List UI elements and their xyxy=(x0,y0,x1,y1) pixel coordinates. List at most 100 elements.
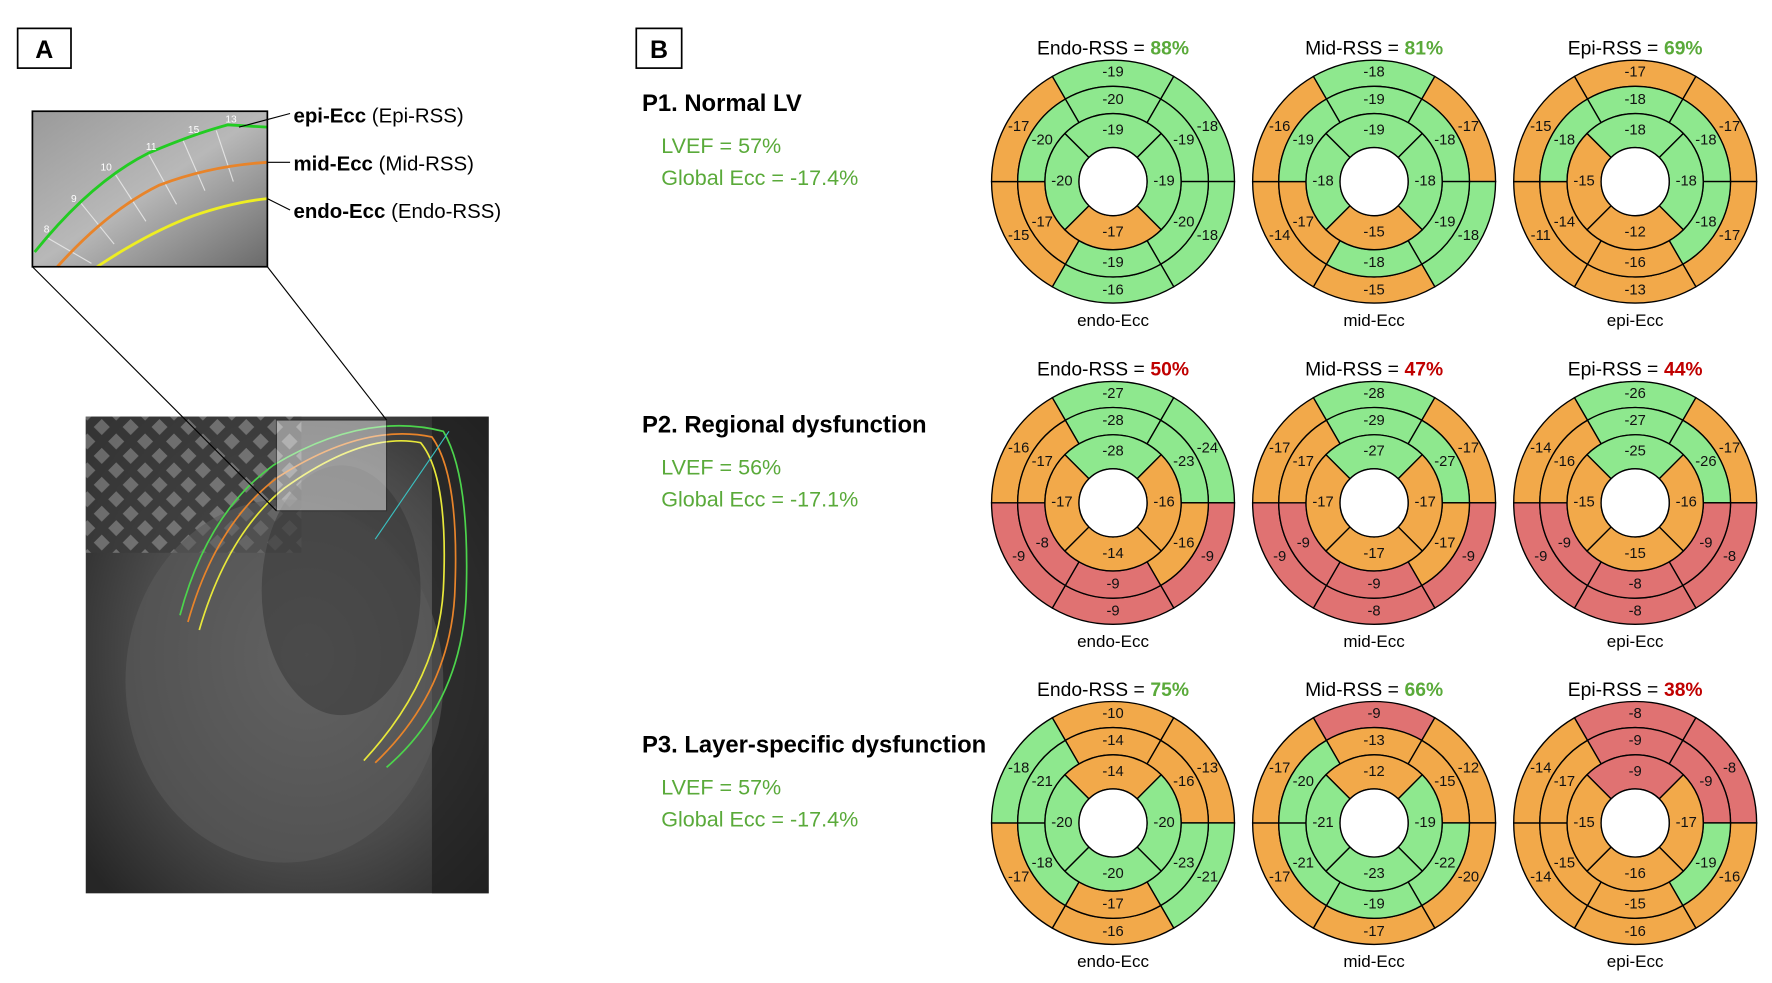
segment-value: -21 xyxy=(1197,869,1218,885)
segment-value: -17 xyxy=(1719,119,1740,135)
layer-rss: (Mid-RSS) xyxy=(379,153,474,175)
segment-value: -25 xyxy=(1625,444,1646,460)
segment-value: -20 xyxy=(1032,133,1053,149)
segment-value: -11 xyxy=(1531,228,1551,244)
zoom-tick: 10 xyxy=(101,162,113,173)
rss-label: Epi-RSS = xyxy=(1568,360,1659,381)
segment-value: -18 xyxy=(1434,133,1455,149)
rss-value: 44% xyxy=(1664,360,1703,381)
bullseye: -19-18-18-16-15-17-20-19-20-19-17-20-19-… xyxy=(990,59,1236,304)
segment-value: -16 xyxy=(1269,119,1290,135)
segment-value: -8 xyxy=(1629,576,1642,592)
bullseye: -9-12-20-17-17-17-13-15-22-19-21-20-12-1… xyxy=(1251,700,1497,946)
rss-value: 66% xyxy=(1405,680,1444,701)
segment-value: -18 xyxy=(1695,133,1716,149)
segment-value: -10 xyxy=(1102,706,1123,722)
plot-footer: mid-Ecc xyxy=(1343,952,1405,971)
segment-value: -18 xyxy=(1415,174,1436,190)
segment-value: -18 xyxy=(1032,856,1053,872)
segment-value: -17 xyxy=(1676,815,1697,831)
segment-value: -15 xyxy=(1554,856,1575,872)
segment-value: -14 xyxy=(1530,760,1551,776)
segment-value: -9 xyxy=(1368,576,1381,592)
lvef: LVEF = 56% xyxy=(661,454,781,479)
plot-footer: epi-Ecc xyxy=(1607,311,1664,330)
plot-footer: epi-Ecc xyxy=(1607,632,1664,651)
rss-title: Mid-RSS = 81% xyxy=(1305,38,1443,59)
segment-value: -16 xyxy=(1102,924,1123,940)
rss-label: Endo-RSS = xyxy=(1037,680,1145,701)
segment-value: -9 xyxy=(1106,604,1119,620)
leader-line xyxy=(267,198,291,211)
segment-value: -17 xyxy=(1032,454,1053,470)
segment-value: -15 xyxy=(1625,546,1646,562)
bullseye: -8 -8 -16 -16 -14 -14 -9 -9 -19 -15 -15 -17 -9 -17 -16… xyxy=(1513,700,1758,946)
segment-value: -9 xyxy=(1629,733,1642,749)
segment-value: -16 xyxy=(1008,440,1029,456)
segment-value: -9 xyxy=(1558,536,1571,552)
rss-value: 47% xyxy=(1405,360,1444,381)
segment-value: -8 xyxy=(1723,760,1736,776)
case-title: P1. Normal LV xyxy=(642,90,802,117)
rss-label: Endo-RSS = xyxy=(1037,38,1145,59)
segment-value: -8 xyxy=(1629,604,1642,620)
segment-value: -16 xyxy=(1625,924,1646,940)
segment-value: -16 xyxy=(1719,869,1740,885)
segment-value: -16 xyxy=(1625,866,1646,882)
segment-value: -21 xyxy=(1032,774,1053,790)
segment-value: -17 xyxy=(1102,897,1123,913)
center-hole xyxy=(1339,788,1409,858)
segment-value: -17 xyxy=(1293,454,1314,470)
zoom-tick: 13 xyxy=(225,115,237,126)
segment-value: -20 xyxy=(1102,92,1123,108)
plot-footer: endo-Ecc xyxy=(1077,311,1149,330)
layer-label: endo-Ecc (Endo-RSS) xyxy=(293,201,501,223)
segment-value: -16 xyxy=(1173,536,1194,552)
segment-value: -8 xyxy=(1629,706,1642,722)
segment-value: -21 xyxy=(1293,856,1314,872)
segment-value: -20 xyxy=(1173,214,1194,230)
segment-value: -9 xyxy=(1368,706,1381,722)
panel-label: B xyxy=(650,36,668,64)
segment-value: -19 xyxy=(1153,174,1174,190)
segment-value: -16 xyxy=(1676,495,1697,511)
segment-value: -19 xyxy=(1102,65,1123,81)
segment-value: -17 xyxy=(1363,546,1384,562)
segment-value: -24 xyxy=(1197,440,1218,456)
rss-label: Mid-RSS = xyxy=(1305,360,1399,381)
segment-value: -14 xyxy=(1102,764,1123,780)
segment-value: -19 xyxy=(1415,815,1436,831)
segment-value: -14 xyxy=(1102,733,1123,749)
layer-rss: (Epi-RSS) xyxy=(372,106,464,128)
zoom-tick: 11 xyxy=(146,142,157,153)
segment-value: -16 xyxy=(1554,454,1575,470)
segment-value: -15 xyxy=(1363,282,1384,298)
segment-value: -17 xyxy=(1363,924,1384,940)
segment-value: -19 xyxy=(1363,92,1384,108)
segment-value: -9 xyxy=(1699,536,1712,552)
bullseye: -26-17-8-8-9-14-27-26-9-8-9-16-25-16-15-… xyxy=(1513,380,1758,625)
layer-name: endo-Ecc xyxy=(293,201,385,223)
segment-value: -15 xyxy=(1008,228,1029,244)
segment-value: -19 xyxy=(1363,897,1384,913)
segment-value: -17 xyxy=(1458,440,1479,456)
segment-value: -9 xyxy=(1273,549,1286,565)
layer-rss: (Endo-RSS) xyxy=(391,201,501,223)
segment-value: -18 xyxy=(1625,122,1646,138)
segment-value: -26 xyxy=(1625,386,1646,402)
bullseye: -10-13-21-16-17-18-14-16-23-17-18-21-14-… xyxy=(990,700,1236,946)
bullseye: -17-17-17-13-11-15-18-18-18-16-14-18-18-… xyxy=(1513,59,1758,304)
segment-value: -15 xyxy=(1530,119,1551,135)
rss-title: Endo-RSS = 50% xyxy=(1037,360,1189,381)
center-hole xyxy=(1339,146,1409,217)
plot-footer: mid-Ecc xyxy=(1343,311,1405,330)
center-hole xyxy=(1600,468,1670,538)
segment-value: -19 xyxy=(1293,133,1314,149)
layer-label: mid-Ecc (Mid-RSS) xyxy=(293,153,473,175)
segment-value: -27 xyxy=(1102,386,1123,402)
segment-value: -17 xyxy=(1051,495,1072,511)
segment-value: -18 xyxy=(1554,133,1575,149)
segment-value: -17 xyxy=(1008,119,1029,135)
segment-value: -9 xyxy=(1297,536,1310,552)
segment-value: -17 xyxy=(1719,228,1740,244)
